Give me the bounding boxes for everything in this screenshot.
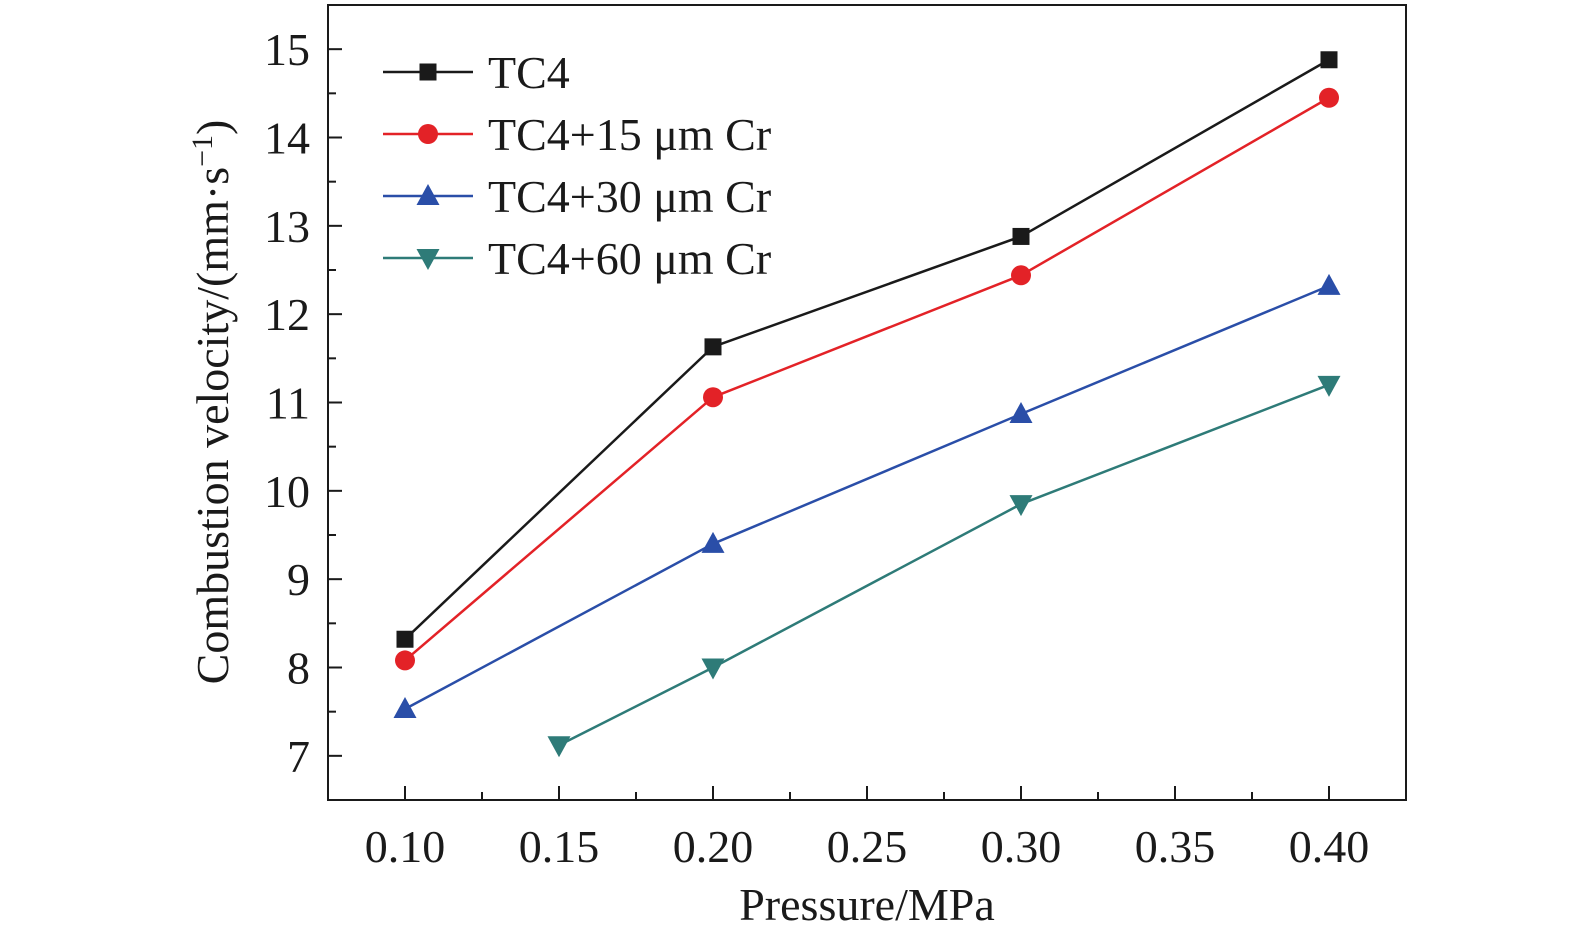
data-point-series-3 bbox=[1009, 495, 1033, 517]
plot-frame bbox=[327, 4, 1407, 801]
x-tick-label: 0.35 bbox=[1135, 821, 1216, 872]
data-point-series-1 bbox=[395, 650, 415, 671]
data-point-series-3 bbox=[547, 736, 571, 758]
y-tick-label: 10 bbox=[264, 466, 310, 517]
x-tick-label: 0.20 bbox=[673, 821, 754, 872]
series-line-0 bbox=[404, 58, 1330, 641]
legend-label: TC4 bbox=[488, 47, 570, 98]
legend-marker bbox=[419, 63, 437, 81]
x-tick-labels: 0.10 0.15 0.20 0.25 0.30 0.35 0.40 bbox=[365, 821, 1370, 872]
y-tick-label: 8 bbox=[287, 643, 310, 694]
legend-label: TC4+30 μm Cr bbox=[488, 171, 771, 222]
data-point-series-1 bbox=[1319, 87, 1339, 108]
x-tick-label: 0.40 bbox=[1289, 821, 1370, 872]
data-point-series-1 bbox=[703, 387, 723, 408]
data-point-series-0 bbox=[1012, 227, 1030, 245]
y-axis-title-main: Combustion velocity/(mm·s bbox=[187, 167, 238, 684]
legend-item: TC4+60 μm Cr bbox=[383, 233, 771, 284]
x-tick-label: 0.30 bbox=[981, 821, 1062, 872]
y-axis-title-superscript: −1 bbox=[186, 135, 219, 167]
data-point-series-0 bbox=[396, 630, 414, 648]
data-point-series-3 bbox=[701, 658, 725, 680]
tick-marks bbox=[328, 48, 1330, 800]
legend-label: TC4+60 μm Cr bbox=[488, 233, 771, 284]
y-tick-label: 13 bbox=[264, 201, 310, 252]
data-point-series-2 bbox=[1317, 273, 1341, 295]
data-point-series-1 bbox=[1011, 265, 1031, 286]
y-tick-label: 7 bbox=[287, 731, 310, 782]
data-point-series-0 bbox=[1320, 51, 1338, 69]
y-tick-label: 15 bbox=[264, 24, 310, 75]
data-point-series-3 bbox=[1317, 375, 1341, 397]
y-axis-title: Combustion velocity/(mm·s−1) bbox=[186, 120, 238, 685]
y-tick-label: 9 bbox=[287, 554, 310, 605]
legend-item: TC4+30 μm Cr bbox=[383, 171, 771, 222]
data-point-series-2 bbox=[701, 531, 725, 553]
series-line-3 bbox=[558, 383, 1330, 747]
x-tick-label: 0.25 bbox=[827, 821, 908, 872]
series-line-1 bbox=[404, 96, 1330, 662]
y-axis-title-suffix: ) bbox=[187, 120, 238, 135]
y-tick-labels: 7 8 9 10 11 12 13 14 15 bbox=[264, 24, 310, 782]
x-tick-label: 0.15 bbox=[519, 821, 600, 872]
legend-marker bbox=[416, 249, 440, 270]
legend-label: TC4+15 μm Cr bbox=[488, 109, 771, 160]
data-point-series-2 bbox=[393, 697, 417, 719]
legend-marker bbox=[418, 124, 438, 144]
legend-item: TC4+15 μm Cr bbox=[383, 109, 771, 160]
x-tick-label: 0.10 bbox=[365, 821, 446, 872]
legend-marker bbox=[416, 184, 440, 205]
series-markers bbox=[393, 51, 1341, 758]
y-tick-label: 11 bbox=[266, 378, 310, 429]
x-axis-title: Pressure/MPa bbox=[739, 879, 995, 930]
legend-item: TC4 bbox=[383, 47, 570, 98]
y-tick-label: 14 bbox=[264, 113, 310, 164]
plot-background bbox=[328, 5, 1406, 800]
series-lines bbox=[404, 58, 1330, 747]
data-point-series-0 bbox=[704, 338, 722, 356]
legend: TC4 TC4+15 μm Cr TC4+30 μm Cr TC4+60 μm Cr bbox=[383, 47, 771, 284]
series-line-2 bbox=[404, 284, 1330, 711]
y-tick-label: 12 bbox=[264, 289, 310, 340]
data-point-series-2 bbox=[1009, 401, 1033, 423]
